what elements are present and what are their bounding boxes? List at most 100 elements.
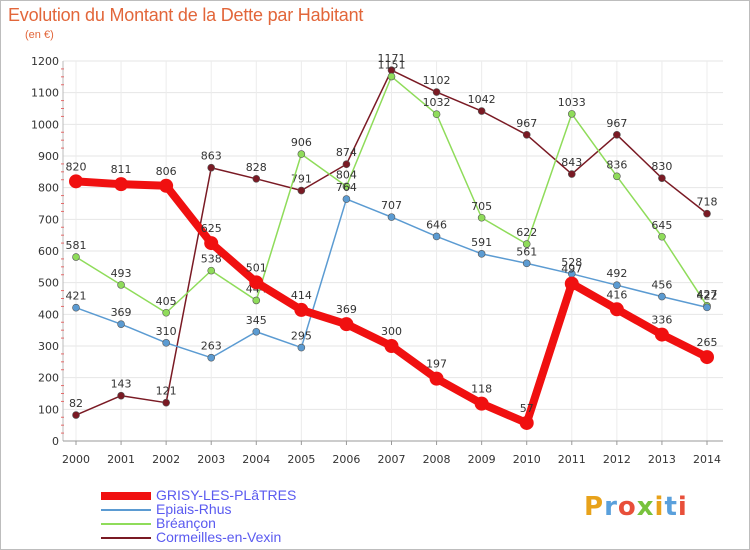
x-tick-label: 2006 [332,453,360,466]
data-point [72,303,80,312]
data-point [117,281,125,289]
data-point [654,327,669,342]
y-tick-label: 1200 [31,55,59,68]
data-point [522,130,531,139]
data-label: 295 [291,330,312,343]
x-tick-label: 2000 [62,453,90,466]
data-label: 705 [471,200,492,213]
data-label: 561 [516,245,537,258]
data-point [252,296,261,305]
y-tick-label: 700 [38,213,59,226]
data-point [522,259,531,268]
legend-label: Epiais-Rhus [156,501,232,517]
data-point [567,110,576,118]
data-label: 369 [111,306,132,319]
y-tick-label: 200 [38,372,59,385]
y-tick-label: 800 [38,182,59,195]
data-point [117,391,125,400]
data-label: 874 [336,146,357,159]
data-label: 336 [651,314,672,327]
data-point [609,302,624,317]
data-label: 806 [156,165,177,178]
chart-subtitle: (en €) [25,29,54,41]
data-label: 501 [246,261,267,274]
data-point [477,107,486,115]
data-point [297,150,306,158]
data-point [297,343,306,352]
data-label: 967 [606,117,627,130]
data-label: 497 [561,263,582,276]
data-point [72,253,80,261]
data-point [342,160,351,169]
x-tick-label: 2004 [242,453,270,466]
legend-item: GRISY-LES-PLâTRES [101,487,321,503]
data-point [567,170,576,178]
data-label: 591 [471,236,492,249]
data-label: 836 [606,158,627,171]
data-label: 645 [651,219,672,232]
data-point [703,209,711,218]
y-tick-label: 0 [52,435,59,448]
data-label: 1033 [558,96,586,109]
x-tick-label: 2001 [107,453,135,466]
x-tick-label: 2009 [468,453,496,466]
data-label: 646 [426,218,447,231]
data-label: 265 [697,336,718,349]
data-point [477,213,486,222]
data-point [342,195,351,203]
data-label: 422 [697,289,718,302]
data-point [477,250,486,258]
data-point [72,411,80,419]
data-point [294,302,309,317]
data-point [384,339,399,353]
data-point [658,232,666,241]
y-tick-label: 600 [38,245,59,258]
data-point [162,398,170,407]
data-label: 416 [606,288,627,301]
x-tick-label: 2014 [693,453,721,466]
data-point [613,130,621,139]
data-label: 804 [336,168,357,181]
legend-label: Bréançon [156,515,216,531]
data-point [207,163,216,172]
data-point [432,110,441,118]
data-point [387,72,396,81]
legend-item: Epiais-Rhus [101,501,321,517]
data-point [207,266,216,275]
data-label: 1171 [378,52,406,65]
y-tick-label: 300 [38,340,59,353]
data-label: 830 [651,160,672,173]
data-point [613,172,621,181]
data-label: 811 [111,163,132,176]
data-point [114,177,129,192]
data-point [162,339,170,347]
data-label: 622 [516,226,537,239]
legend-item: Cormeilles-en-Vexin [101,529,321,545]
legend-label: Cormeilles-en-Vexin [156,529,282,545]
legend-swatch [101,509,151,511]
x-tick-label: 2012 [603,453,631,466]
data-point [700,350,714,365]
x-tick-label: 2002 [152,453,180,466]
data-label: 427 [697,288,718,301]
data-label: 414 [291,289,312,302]
data-label: 300 [381,325,402,338]
data-point [252,175,261,183]
data-point [207,353,216,362]
data-label: 143 [111,378,132,391]
data-point [252,327,261,336]
data-label: 843 [561,156,582,169]
data-label: 1032 [423,96,451,109]
data-point [387,213,396,221]
data-label: 82 [69,397,83,410]
data-label: 791 [291,173,312,186]
data-point [564,276,579,291]
data-label: 581 [66,239,87,252]
data-label: 118 [471,383,492,396]
data-label: 121 [156,385,177,398]
data-label: 764 [336,181,357,194]
data-point [613,281,621,290]
data-label: 1151 [378,59,406,72]
data-label: 1042 [468,93,496,106]
